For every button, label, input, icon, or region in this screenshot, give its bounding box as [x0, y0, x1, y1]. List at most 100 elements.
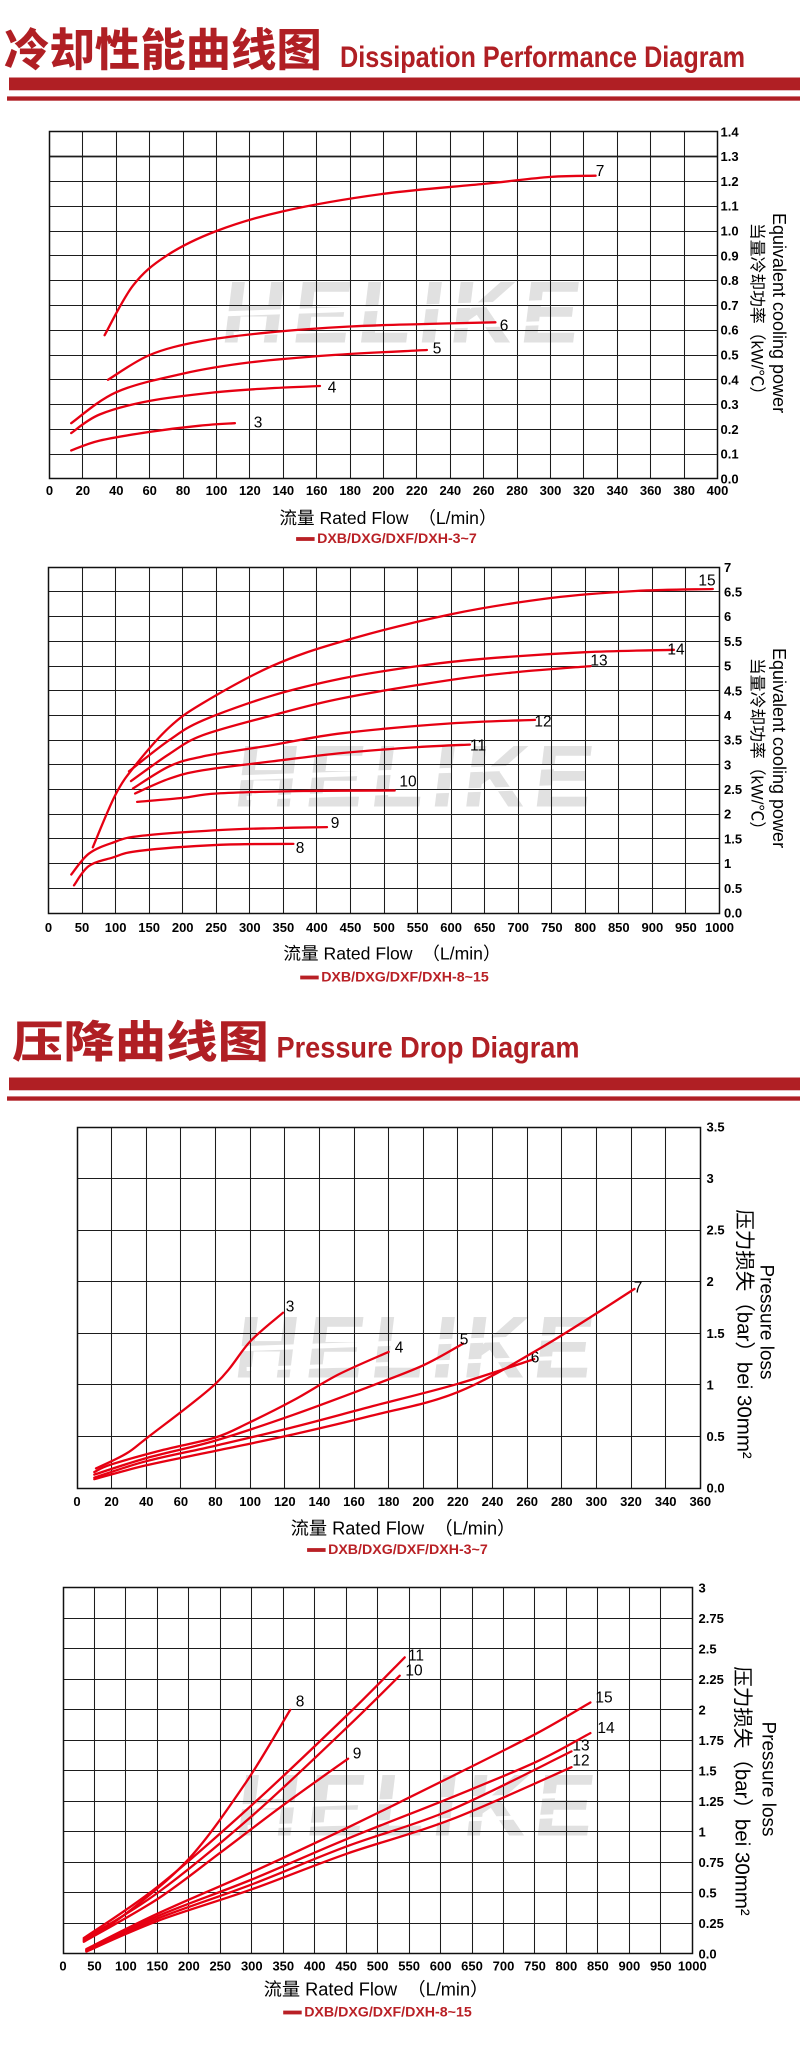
- svg-text:220: 220: [406, 483, 428, 498]
- svg-text:13: 13: [572, 1738, 589, 1755]
- svg-text:1.4: 1.4: [721, 124, 740, 139]
- svg-text:4: 4: [395, 1340, 404, 1357]
- svg-text:1.2: 1.2: [721, 174, 739, 189]
- svg-text:400: 400: [304, 1959, 326, 1974]
- svg-text:100: 100: [239, 1494, 261, 1509]
- svg-text:0: 0: [46, 483, 53, 498]
- svg-text:Rated Flow: Rated Flow: [300, 1980, 407, 2000]
- svg-text:800: 800: [574, 920, 596, 935]
- svg-text:80: 80: [208, 1494, 222, 1509]
- svg-text:10: 10: [399, 774, 417, 791]
- svg-text:200: 200: [373, 483, 395, 498]
- svg-text:140: 140: [272, 483, 294, 498]
- svg-text:8: 8: [296, 1694, 305, 1711]
- svg-text:0.7: 0.7: [721, 298, 739, 313]
- svg-text:14: 14: [667, 642, 685, 659]
- svg-text:6.5: 6.5: [724, 585, 742, 600]
- svg-text:DXB/DXG/DXF/DXH-3~7: DXB/DXG/DXF/DXH-3~7: [328, 1542, 488, 1558]
- svg-text:220: 220: [447, 1494, 469, 1509]
- svg-text:240: 240: [439, 483, 461, 498]
- svg-text:120: 120: [274, 1494, 296, 1509]
- svg-text:0.6: 0.6: [721, 323, 739, 338]
- svg-text:Pressure loss: Pressure loss: [755, 1264, 776, 1379]
- svg-text:3: 3: [724, 757, 731, 772]
- svg-text:60: 60: [142, 483, 156, 498]
- svg-text:750: 750: [524, 1959, 546, 1974]
- svg-text:2.75: 2.75: [699, 1611, 724, 1626]
- svg-text:900: 900: [642, 920, 664, 935]
- svg-text:200: 200: [172, 920, 194, 935]
- svg-text:0: 0: [73, 1494, 80, 1509]
- svg-text:kW/: kW/: [748, 776, 767, 805]
- svg-text:100: 100: [206, 483, 228, 498]
- svg-text:8: 8: [296, 840, 305, 857]
- svg-text:11: 11: [408, 1648, 424, 1665]
- svg-text:900: 900: [619, 1959, 641, 1974]
- svg-text:320: 320: [573, 483, 595, 498]
- svg-text:1: 1: [699, 1824, 706, 1839]
- svg-text:280: 280: [551, 1494, 573, 1509]
- svg-text:750: 750: [541, 920, 563, 935]
- svg-text:bei 30mm²: bei 30mm²: [733, 1362, 756, 1459]
- svg-text:4.5: 4.5: [724, 683, 742, 698]
- svg-text:2.5: 2.5: [707, 1223, 725, 1238]
- svg-text:6: 6: [531, 1350, 540, 1367]
- svg-text:300: 300: [586, 1494, 608, 1509]
- svg-text:Pressure loss: Pressure loss: [757, 1721, 778, 1836]
- svg-text:950: 950: [650, 1959, 672, 1974]
- svg-text:200: 200: [178, 1959, 200, 1974]
- svg-text:15: 15: [698, 573, 715, 590]
- svg-text:0.5: 0.5: [699, 1886, 717, 1901]
- svg-text:6: 6: [724, 609, 731, 624]
- svg-text:0.1: 0.1: [721, 447, 739, 462]
- svg-text:950: 950: [675, 920, 697, 935]
- svg-text:DXB/DXG/DXF/DXH-3~7: DXB/DXG/DXF/DXH-3~7: [317, 531, 477, 547]
- svg-text:100: 100: [115, 1959, 137, 1974]
- svg-text:1.5: 1.5: [724, 831, 742, 846]
- svg-text:450: 450: [335, 1959, 357, 1974]
- svg-text:0.8: 0.8: [721, 273, 739, 288]
- svg-text:1000: 1000: [705, 920, 734, 935]
- svg-text:650: 650: [474, 920, 496, 935]
- svg-text:150: 150: [138, 920, 160, 935]
- svg-text:320: 320: [620, 1494, 642, 1509]
- svg-text:7: 7: [634, 1280, 643, 1297]
- svg-text:9: 9: [331, 815, 340, 832]
- svg-text:400: 400: [306, 920, 328, 935]
- svg-text:160: 160: [306, 483, 328, 498]
- svg-text:300: 300: [540, 483, 562, 498]
- svg-text:280: 280: [506, 483, 528, 498]
- svg-text:0: 0: [45, 920, 52, 935]
- svg-text:Pressure Drop Diagram: Pressure Drop Diagram: [277, 1032, 580, 1065]
- svg-text:650: 650: [461, 1959, 483, 1974]
- svg-text:240: 240: [482, 1494, 504, 1509]
- svg-text:12: 12: [572, 1753, 589, 1770]
- svg-text:850: 850: [608, 920, 630, 935]
- svg-text:Equivalent cooling power: Equivalent cooling power: [769, 648, 789, 848]
- svg-text:550: 550: [398, 1959, 420, 1974]
- svg-text:3: 3: [254, 415, 263, 432]
- svg-text:2.5: 2.5: [724, 782, 742, 797]
- svg-text:kW/: kW/: [748, 341, 767, 370]
- svg-text:3.5: 3.5: [724, 733, 742, 748]
- svg-text:40: 40: [139, 1494, 153, 1509]
- svg-text:260: 260: [473, 483, 495, 498]
- svg-text:1.0: 1.0: [721, 224, 739, 239]
- svg-text:850: 850: [587, 1959, 609, 1974]
- svg-text:2: 2: [699, 1702, 706, 1717]
- svg-text:L/min: L/min: [426, 1980, 470, 2000]
- svg-text:50: 50: [75, 920, 89, 935]
- svg-text:80: 80: [176, 483, 190, 498]
- svg-text:0.5: 0.5: [707, 1429, 725, 1444]
- svg-text:800: 800: [556, 1959, 578, 1974]
- svg-text:bei 30mm²: bei 30mm²: [731, 1819, 754, 1916]
- svg-text:3: 3: [707, 1171, 714, 1186]
- svg-text:0.25: 0.25: [699, 1916, 724, 1931]
- svg-text:450: 450: [340, 920, 362, 935]
- svg-text:2.5: 2.5: [699, 1641, 717, 1656]
- svg-text:7: 7: [596, 163, 605, 180]
- svg-text:700: 700: [507, 920, 529, 935]
- svg-text:Rated Flow: Rated Flow: [315, 508, 419, 528]
- svg-text:1000: 1000: [678, 1959, 707, 1974]
- svg-text:5: 5: [724, 659, 731, 674]
